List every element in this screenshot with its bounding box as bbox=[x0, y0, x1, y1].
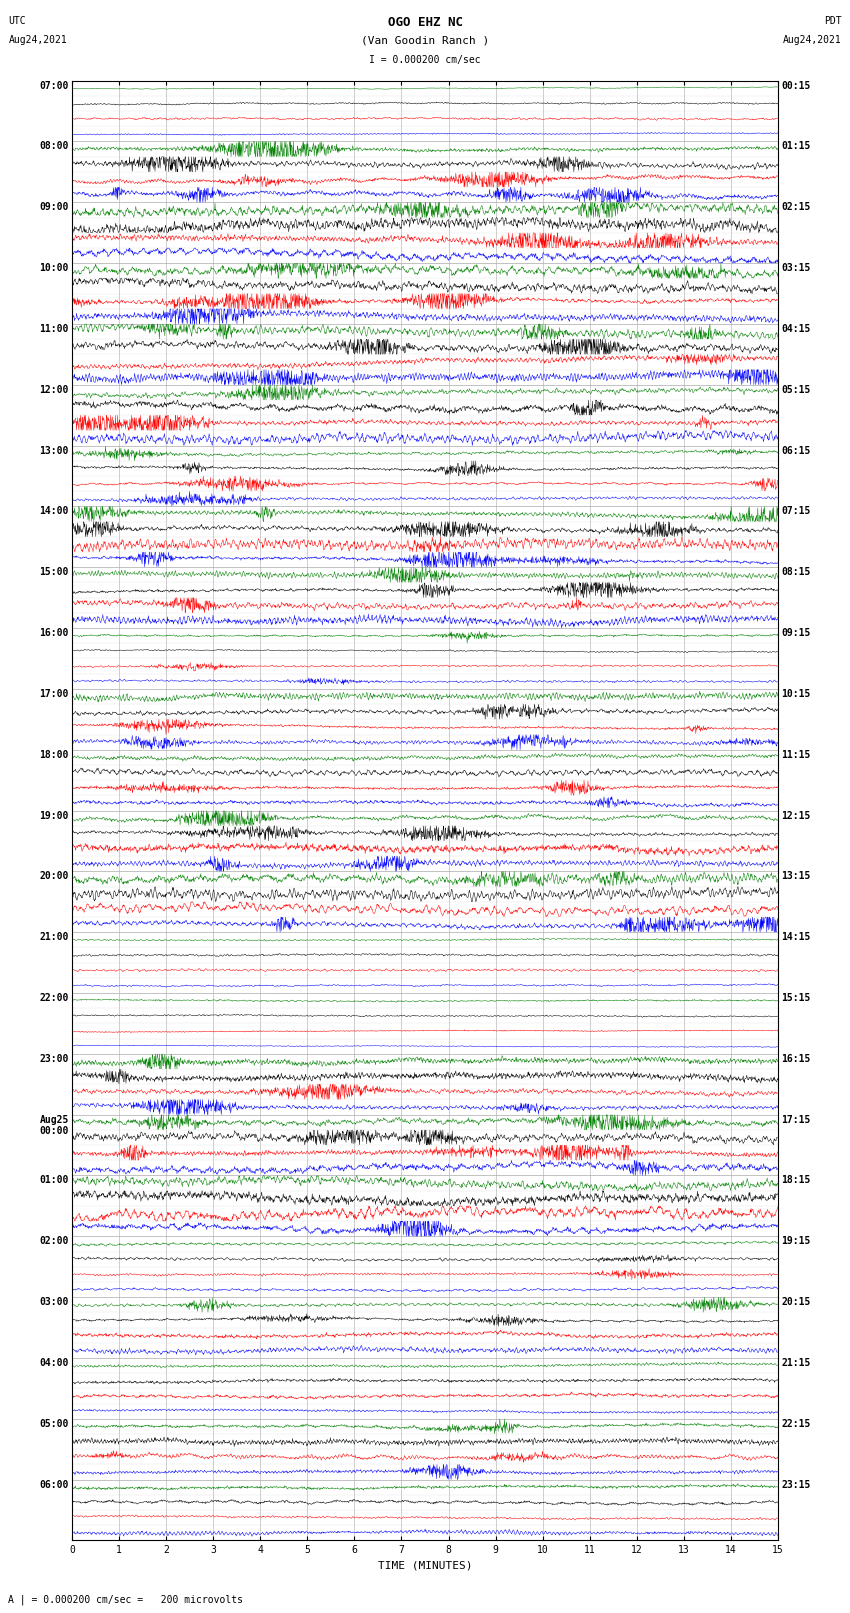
Text: 21:00: 21:00 bbox=[39, 932, 69, 942]
Text: 02:15: 02:15 bbox=[781, 202, 811, 213]
Text: 21:15: 21:15 bbox=[781, 1358, 811, 1368]
Text: 04:00: 04:00 bbox=[39, 1358, 69, 1368]
Text: 12:15: 12:15 bbox=[781, 811, 811, 821]
Text: 05:00: 05:00 bbox=[39, 1419, 69, 1429]
Text: 06:00: 06:00 bbox=[39, 1479, 69, 1489]
Text: 16:00: 16:00 bbox=[39, 627, 69, 639]
Text: 14:00: 14:00 bbox=[39, 506, 69, 516]
Text: UTC: UTC bbox=[8, 16, 26, 26]
Text: 10:00: 10:00 bbox=[39, 263, 69, 273]
Text: A | = 0.000200 cm/sec =   200 microvolts: A | = 0.000200 cm/sec = 200 microvolts bbox=[8, 1594, 243, 1605]
Text: 18:15: 18:15 bbox=[781, 1176, 811, 1186]
Text: 06:15: 06:15 bbox=[781, 445, 811, 455]
Text: PDT: PDT bbox=[824, 16, 842, 26]
Text: 11:15: 11:15 bbox=[781, 750, 811, 760]
Text: Aug24,2021: Aug24,2021 bbox=[783, 35, 842, 45]
Text: 18:00: 18:00 bbox=[39, 750, 69, 760]
Text: 00:15: 00:15 bbox=[781, 81, 811, 90]
Text: 09:00: 09:00 bbox=[39, 202, 69, 213]
Text: 16:15: 16:15 bbox=[781, 1053, 811, 1065]
X-axis label: TIME (MINUTES): TIME (MINUTES) bbox=[377, 1561, 473, 1571]
Text: 11:00: 11:00 bbox=[39, 324, 69, 334]
Text: 05:15: 05:15 bbox=[781, 386, 811, 395]
Text: 23:15: 23:15 bbox=[781, 1479, 811, 1489]
Text: 02:00: 02:00 bbox=[39, 1236, 69, 1247]
Text: 03:15: 03:15 bbox=[781, 263, 811, 273]
Text: I = 0.000200 cm/sec: I = 0.000200 cm/sec bbox=[369, 55, 481, 65]
Text: 04:15: 04:15 bbox=[781, 324, 811, 334]
Text: Aug24,2021: Aug24,2021 bbox=[8, 35, 67, 45]
Text: OGO EHZ NC: OGO EHZ NC bbox=[388, 16, 462, 29]
Text: 01:15: 01:15 bbox=[781, 142, 811, 152]
Text: Aug25
00:00: Aug25 00:00 bbox=[39, 1115, 69, 1136]
Text: 19:15: 19:15 bbox=[781, 1236, 811, 1247]
Text: 08:00: 08:00 bbox=[39, 142, 69, 152]
Text: 07:15: 07:15 bbox=[781, 506, 811, 516]
Text: 08:15: 08:15 bbox=[781, 568, 811, 577]
Text: 03:00: 03:00 bbox=[39, 1297, 69, 1307]
Text: 07:00: 07:00 bbox=[39, 81, 69, 90]
Text: 22:15: 22:15 bbox=[781, 1419, 811, 1429]
Text: 13:00: 13:00 bbox=[39, 445, 69, 455]
Text: (Van Goodin Ranch ): (Van Goodin Ranch ) bbox=[361, 35, 489, 45]
Text: 12:00: 12:00 bbox=[39, 386, 69, 395]
Text: 13:15: 13:15 bbox=[781, 871, 811, 881]
Text: 10:15: 10:15 bbox=[781, 689, 811, 698]
Text: 22:00: 22:00 bbox=[39, 994, 69, 1003]
Text: 23:00: 23:00 bbox=[39, 1053, 69, 1065]
Text: 09:15: 09:15 bbox=[781, 627, 811, 639]
Text: 17:00: 17:00 bbox=[39, 689, 69, 698]
Text: 01:00: 01:00 bbox=[39, 1176, 69, 1186]
Text: 17:15: 17:15 bbox=[781, 1115, 811, 1124]
Text: 20:00: 20:00 bbox=[39, 871, 69, 881]
Text: 15:00: 15:00 bbox=[39, 568, 69, 577]
Text: 19:00: 19:00 bbox=[39, 811, 69, 821]
Text: 20:15: 20:15 bbox=[781, 1297, 811, 1307]
Text: 14:15: 14:15 bbox=[781, 932, 811, 942]
Text: 15:15: 15:15 bbox=[781, 994, 811, 1003]
